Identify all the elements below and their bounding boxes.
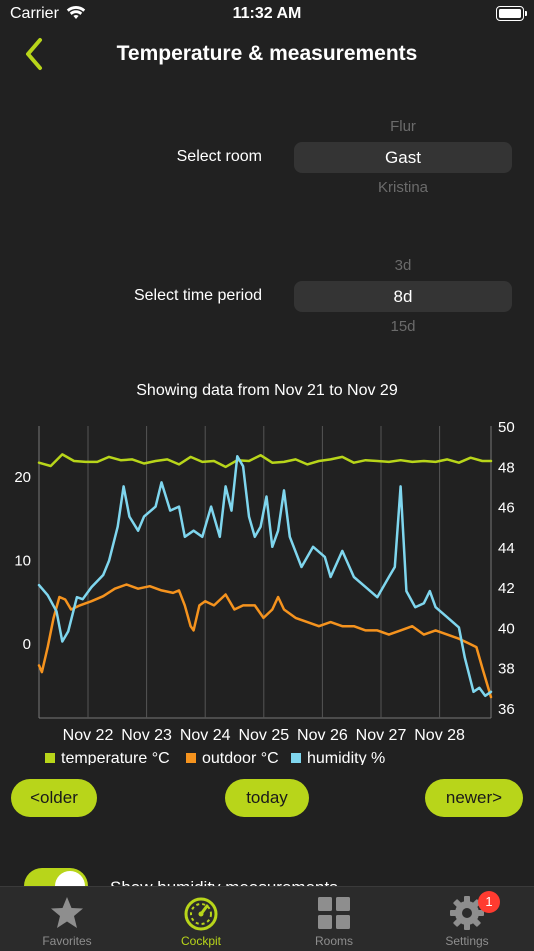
tab-rooms-label: Rooms bbox=[314, 934, 353, 948]
x-tick-label: Nov 27 bbox=[356, 727, 407, 744]
y-right-tick-label: 36 bbox=[498, 701, 515, 718]
room-option-selected[interactable]: Gast bbox=[294, 142, 512, 173]
tab-bar: Favorites Cockpit Rooms bbox=[0, 886, 534, 951]
x-tick-label: Nov 28 bbox=[414, 727, 465, 744]
wifi-icon bbox=[66, 5, 86, 19]
tab-settings-label: Settings bbox=[445, 934, 489, 948]
period-option-selected[interactable]: 8d bbox=[294, 281, 512, 312]
star-icon bbox=[51, 897, 83, 928]
room-option-below[interactable]: Kristina bbox=[377, 179, 429, 196]
tab-favorites-label: Favorites bbox=[42, 934, 92, 948]
period-picker[interactable]: 3d 8d 15d bbox=[294, 251, 512, 342]
y-right-tick-label: 44 bbox=[498, 540, 515, 557]
series-line-2 bbox=[37, 454, 493, 698]
y-left-tick-label: 10 bbox=[14, 552, 31, 569]
clock: 11:32 AM bbox=[232, 5, 302, 22]
room-option-above[interactable]: Flur bbox=[390, 118, 416, 135]
period-picker-label: Select time period bbox=[133, 287, 262, 304]
speedometer-icon bbox=[184, 897, 218, 931]
grid-icon bbox=[318, 897, 350, 929]
battery-icon bbox=[496, 6, 527, 21]
y-left-tick-label: 0 bbox=[23, 636, 31, 653]
tab-cockpit[interactable]: Cockpit bbox=[146, 887, 256, 951]
legend-label: temperature °C bbox=[61, 750, 170, 765]
period-option-below[interactable]: 15d bbox=[390, 318, 416, 335]
back-chevron-icon[interactable] bbox=[20, 36, 50, 72]
x-tick-label: Nov 26 bbox=[297, 727, 348, 744]
y-right-tick-label: 38 bbox=[498, 661, 515, 678]
series-line-1 bbox=[37, 583, 493, 699]
x-tick-label: Nov 22 bbox=[63, 727, 114, 744]
x-tick-label: Nov 25 bbox=[238, 727, 289, 744]
y-right-tick-label: 50 bbox=[498, 419, 515, 436]
legend-label: humidity % bbox=[307, 750, 385, 765]
legend-label: outdoor °C bbox=[202, 750, 279, 765]
y-right-tick-label: 48 bbox=[498, 459, 515, 476]
line-chart: Nov 22 Nov 23 Nov 24 Nov 25 Nov 26 Nov 27 Nov … bbox=[14, 419, 515, 765]
status-bar: Carrier 11:32 AM bbox=[0, 0, 534, 30]
y-right-tick-label: 46 bbox=[498, 500, 515, 517]
newer-button[interactable]: newer> bbox=[425, 779, 523, 817]
chart-date-range: Showing data from Nov 21 to Nov 29 bbox=[136, 382, 398, 399]
navigation-bar: Temperature & measurements bbox=[0, 30, 534, 80]
today-button[interactable]: today bbox=[225, 779, 309, 817]
period-option-above[interactable]: 3d bbox=[394, 257, 412, 274]
legend-swatch bbox=[291, 753, 301, 763]
settings-badge: 1 bbox=[478, 891, 500, 913]
y-right-tick-label: 42 bbox=[498, 580, 515, 597]
y-left-tick-label: 20 bbox=[14, 469, 31, 486]
tab-settings[interactable]: Settings bbox=[412, 887, 522, 951]
y-right-tick-label: 40 bbox=[498, 620, 515, 637]
older-button[interactable]: <older bbox=[11, 779, 97, 817]
tab-rooms[interactable]: Rooms bbox=[279, 887, 389, 951]
legend-swatch bbox=[186, 753, 196, 763]
tab-cockpit-label: Cockpit bbox=[180, 934, 221, 948]
series-line-0 bbox=[37, 453, 493, 469]
carrier-label: Carrier bbox=[10, 5, 59, 22]
x-tick-label: Nov 24 bbox=[180, 727, 231, 744]
legend-swatch bbox=[45, 753, 55, 763]
gear-icon bbox=[450, 896, 484, 930]
tab-favorites[interactable]: Favorites bbox=[12, 887, 122, 951]
room-picker-label: Select room bbox=[176, 148, 262, 165]
room-picker[interactable]: Flur Gast Kristina bbox=[294, 112, 512, 203]
x-tick-label: Nov 23 bbox=[121, 727, 172, 744]
page-title: Temperature & measurements bbox=[116, 42, 418, 65]
